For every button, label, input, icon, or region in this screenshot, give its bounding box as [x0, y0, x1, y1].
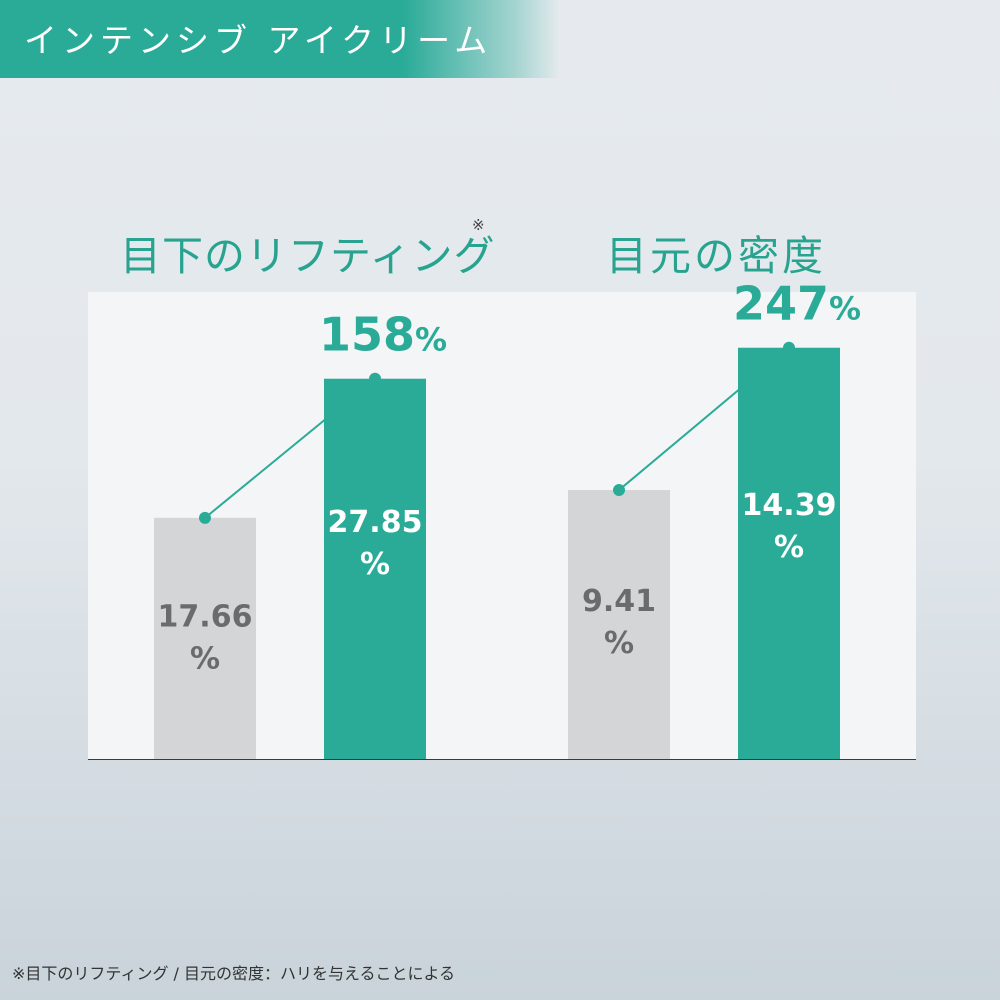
trend-point-before [199, 511, 211, 524]
bar-after [738, 347, 840, 759]
increase-label-value: 247 [733, 277, 829, 331]
bar-before-value-label: 9.41 [582, 584, 656, 619]
increase-label: 158% [319, 308, 447, 362]
chart-title-density: 目元の密度 [606, 232, 826, 280]
bar-before [154, 517, 256, 759]
chart-lifting: 17.66%27.85%158% [154, 308, 447, 759]
header-band [0, 0, 560, 78]
bar-before-unit-label: % [190, 641, 220, 676]
chart-title-lifting: 目下のリフティング [120, 232, 496, 280]
chart-card-lifting: 17.66% 27.85% 158% [88, 292, 502, 759]
trend-line [204, 377, 376, 519]
increase-label-value: 158 [319, 308, 415, 362]
bar-after-value-label: 14.39 [742, 488, 837, 523]
bar-after-unit-label: % [360, 547, 390, 582]
bar-after-unit-label: % [774, 530, 804, 565]
chart-baseline-lifting [88, 759, 502, 760]
chart-title-note: ※ [472, 216, 485, 234]
chart-baseline-density [502, 759, 916, 760]
trend-point-before [613, 484, 625, 497]
trend-line [618, 346, 790, 491]
bar-after [324, 378, 426, 759]
footnote: ※目下のリフティング / 目元の密度：ハリを与えることによる [12, 964, 456, 983]
chart-card-density: 9.41% 14.39% 247% [502, 277, 916, 759]
bar-after-value-label: 27.85 [328, 505, 423, 540]
header-title: インテンシブ アイクリーム [24, 21, 493, 60]
increase-label-unit: % [829, 290, 861, 328]
bar-before-value-label: 17.66 [158, 599, 253, 634]
chart-density: 9.41%14.39%247% [568, 277, 861, 759]
increase-label-unit: % [415, 321, 447, 359]
bar-before-unit-label: % [604, 626, 634, 661]
increase-label: 247% [733, 277, 861, 331]
trend-point-after [369, 372, 381, 385]
trend-point-after [783, 341, 795, 354]
bar-before [568, 490, 670, 759]
